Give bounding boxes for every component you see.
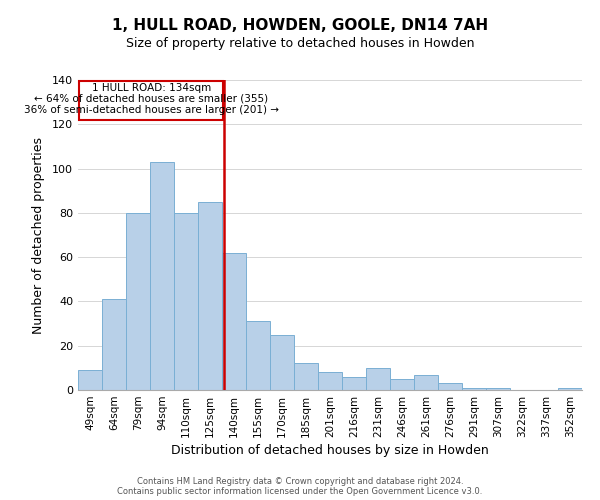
Text: Contains public sector information licensed under the Open Government Licence v3: Contains public sector information licen… <box>118 486 482 496</box>
Bar <box>462 388 486 390</box>
Text: Contains HM Land Registry data © Crown copyright and database right 2024.: Contains HM Land Registry data © Crown c… <box>137 476 463 486</box>
Text: 36% of semi-detached houses are larger (201) →: 36% of semi-detached houses are larger (… <box>23 105 278 115</box>
Bar <box>366 368 390 390</box>
Bar <box>126 213 150 390</box>
Bar <box>78 370 102 390</box>
Bar <box>174 213 198 390</box>
Bar <box>270 334 294 390</box>
Text: 1 HULL ROAD: 134sqm: 1 HULL ROAD: 134sqm <box>92 82 211 93</box>
Y-axis label: Number of detached properties: Number of detached properties <box>32 136 45 334</box>
Bar <box>342 376 366 390</box>
Bar <box>318 372 342 390</box>
Bar <box>558 388 582 390</box>
Text: 1, HULL ROAD, HOWDEN, GOOLE, DN14 7AH: 1, HULL ROAD, HOWDEN, GOOLE, DN14 7AH <box>112 18 488 32</box>
FancyBboxPatch shape <box>79 81 223 120</box>
Bar <box>150 162 174 390</box>
Bar <box>294 364 318 390</box>
Bar <box>438 384 462 390</box>
Bar <box>102 299 126 390</box>
X-axis label: Distribution of detached houses by size in Howden: Distribution of detached houses by size … <box>171 444 489 457</box>
Text: ← 64% of detached houses are smaller (355): ← 64% of detached houses are smaller (35… <box>34 94 268 104</box>
Bar <box>246 322 270 390</box>
Bar <box>390 379 414 390</box>
Bar <box>414 374 438 390</box>
Bar <box>222 252 246 390</box>
Text: Size of property relative to detached houses in Howden: Size of property relative to detached ho… <box>126 38 474 51</box>
Bar <box>486 388 510 390</box>
Bar <box>198 202 222 390</box>
